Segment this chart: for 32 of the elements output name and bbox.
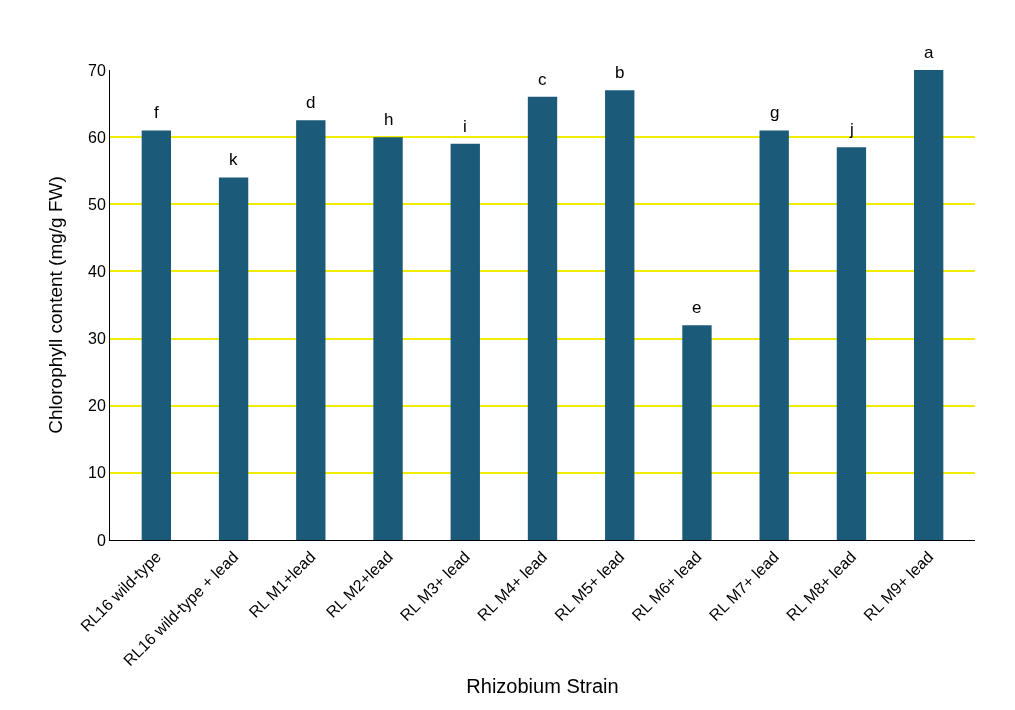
y-axis-title: Chlorophyll content (mg/g FW) [45, 176, 66, 434]
bar [836, 147, 867, 540]
y-tick-label: 10 [88, 464, 106, 482]
y-tick-label: 20 [88, 397, 106, 415]
bar [605, 90, 635, 540]
bar [527, 96, 558, 540]
x-axis-title: Rhizobium Strain [466, 674, 619, 697]
bar [913, 70, 944, 540]
annotation: d [306, 93, 316, 112]
bar [296, 120, 326, 540]
bar [373, 137, 403, 540]
annotation: b [615, 63, 625, 82]
y-tick-label: 0 [96, 531, 106, 549]
bar [682, 325, 712, 540]
bar [450, 143, 480, 540]
y-tick-label: 70 [88, 61, 106, 79]
y-tick-label: 40 [88, 263, 106, 281]
bar [759, 130, 789, 540]
annotation: g [770, 103, 780, 122]
annotation: j [849, 120, 854, 139]
annotation: e [692, 298, 702, 317]
y-tick-label: 30 [88, 330, 106, 348]
annotation: a [924, 43, 934, 62]
y-tick-label: 60 [88, 128, 106, 146]
annotation: k [229, 150, 238, 169]
annotation: c [538, 70, 547, 89]
y-tick-label: 50 [88, 195, 106, 213]
annotation: h [384, 110, 394, 129]
annotation: f [154, 103, 159, 122]
bar [141, 130, 172, 540]
annotation: i [463, 117, 467, 136]
bar [218, 177, 249, 540]
